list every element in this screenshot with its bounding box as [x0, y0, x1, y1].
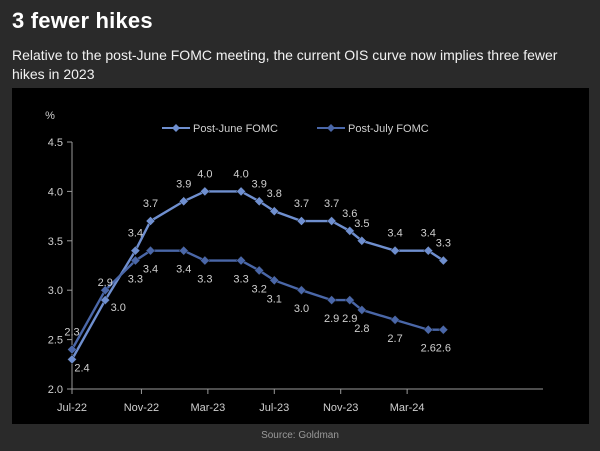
- data-label: 3.5: [354, 218, 369, 230]
- data-point: [356, 305, 367, 315]
- data-point: [254, 196, 265, 207]
- data-label: 3.3: [436, 238, 451, 250]
- legend-marker: [327, 124, 335, 132]
- data-label: 2.7: [387, 333, 402, 345]
- data-point: [178, 245, 189, 256]
- y-tick-label: 3.5: [48, 236, 63, 248]
- page-title: 3 fewer hikes: [12, 8, 153, 33]
- series-line: [70, 190, 445, 360]
- data-label: 3.7: [143, 198, 158, 210]
- legend-label: Post-June FOMC: [193, 123, 278, 135]
- data-point: [438, 324, 449, 335]
- line-chart: % 2.0 2.5 3.0 3.5 4.0 4.5 Jul-22 Nov-22 Mar-23 Jul…: [45, 110, 543, 414]
- data-point: [236, 255, 246, 266]
- x-tick-label: Nov-23: [323, 402, 358, 414]
- data-label: 3.4: [143, 264, 158, 276]
- data-point: [296, 285, 307, 296]
- data-point: [269, 206, 280, 217]
- data-point: [130, 245, 141, 256]
- data-label: 3.7: [294, 198, 309, 210]
- data-label: 3.6: [342, 208, 357, 220]
- data-point: [145, 216, 156, 226]
- data-label: 2.6: [436, 343, 451, 355]
- y-tick-label: 2.5: [48, 335, 63, 347]
- y-tick-label: 4.5: [48, 137, 63, 149]
- source-note: Source: Goldman: [261, 430, 339, 441]
- data-label: 3.4: [176, 264, 191, 276]
- page-subtitle: Relative to the post-June FOMC meeting, …: [12, 47, 558, 82]
- x-tick-label: Mar-23: [190, 402, 225, 414]
- data-label: 2.8: [354, 323, 369, 335]
- data-point: [236, 186, 246, 197]
- data-point: [390, 314, 400, 325]
- data-label: 3.8: [267, 188, 282, 200]
- x-tick-label: Jul-23: [259, 402, 289, 414]
- data-label: 2.6: [421, 343, 436, 355]
- data-point: [356, 235, 367, 246]
- data-label: 2.9: [98, 277, 113, 289]
- data-point: [326, 295, 337, 305]
- data-point: [199, 186, 210, 197]
- data-label: 3.0: [294, 303, 309, 315]
- data-point: [326, 216, 337, 226]
- data-point: [199, 255, 210, 266]
- data-point: [390, 245, 400, 256]
- data-point: [130, 255, 141, 266]
- data-label: 4.0: [197, 168, 212, 180]
- x-tick-label: Nov-22: [124, 402, 159, 414]
- data-label: 2.4: [74, 362, 89, 374]
- data-point: [67, 344, 77, 355]
- data-label: 3.3: [233, 274, 248, 286]
- data-label: 3.9: [176, 178, 191, 190]
- data-label: 3.7: [324, 198, 339, 210]
- data-point: [178, 196, 189, 207]
- legend-label: Post-July FOMC: [348, 123, 429, 135]
- data-label: 3.4: [128, 228, 143, 240]
- data-point: [67, 354, 77, 365]
- data-label: 3.4: [421, 228, 436, 240]
- legend-marker: [172, 124, 180, 132]
- data-point: [145, 245, 156, 256]
- y-tick-label: 3.0: [48, 285, 63, 297]
- data-label: 3.3: [197, 274, 212, 286]
- y-axis-label: %: [45, 110, 55, 122]
- data-label: 3.0: [111, 302, 126, 314]
- data-point: [100, 285, 111, 296]
- data-point: [254, 265, 265, 276]
- chart-panel: % 2.0 2.5 3.0 3.5 4.0 4.5 Jul-22 Nov-22 Mar-23 Jul…: [12, 88, 589, 424]
- data-label: 3.9: [252, 178, 267, 190]
- data-point: [100, 295, 111, 305]
- x-tick-label: Jul-22: [57, 402, 87, 414]
- data-label: 3.4: [387, 228, 402, 240]
- data-label: 3.1: [267, 293, 282, 305]
- data-label: 2.9: [324, 313, 339, 325]
- data-label: 2.9: [342, 313, 357, 325]
- series-line: [70, 249, 444, 351]
- y-tick-label: 2.0: [48, 384, 63, 396]
- data-label: 3.2: [252, 283, 267, 295]
- data-point: [423, 324, 434, 335]
- data-label: 4.0: [233, 168, 248, 180]
- data-point: [344, 226, 355, 236]
- data-point: [423, 245, 434, 256]
- data-point: [344, 295, 355, 305]
- data-point: [296, 216, 307, 226]
- x-tick-label: Mar-24: [390, 402, 425, 414]
- data-label: 3.3: [128, 274, 143, 286]
- data-point: [269, 275, 280, 286]
- data-label: 2.3: [64, 326, 79, 338]
- data-point: [438, 255, 449, 266]
- y-tick-label: 4.0: [48, 186, 63, 198]
